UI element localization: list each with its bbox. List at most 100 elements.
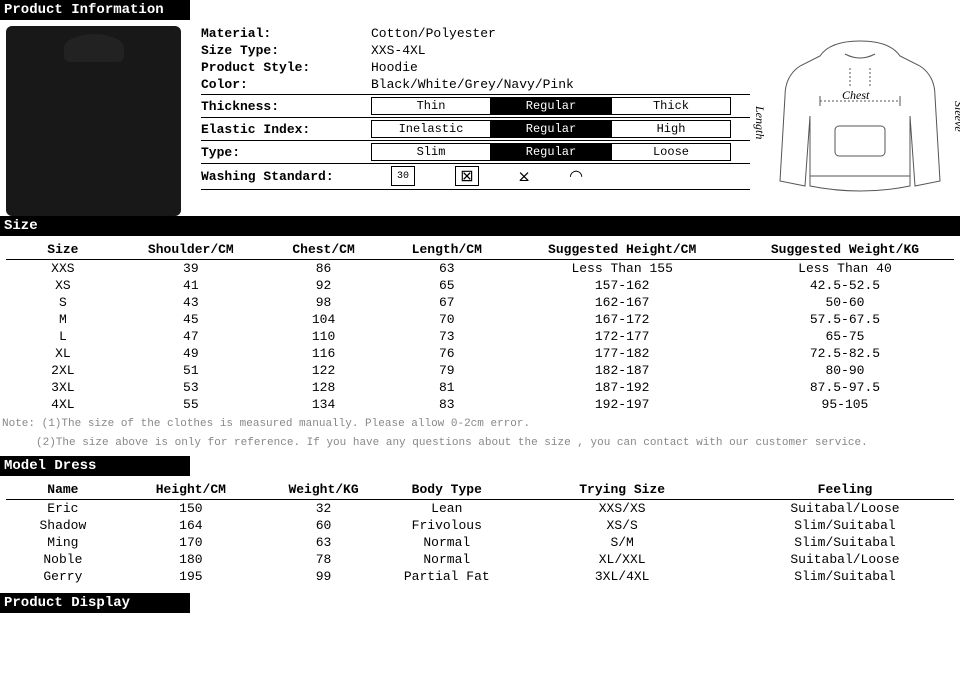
diagram-length-label: Length	[752, 106, 767, 139]
table-cell: Less Than 155	[508, 260, 736, 278]
table-header: Feeling	[736, 480, 954, 500]
table-cell: S/M	[508, 534, 736, 551]
table-cell: 150	[120, 499, 262, 517]
diagram-sleeve-label: Sleeve	[951, 101, 960, 132]
table-cell: 60	[262, 517, 385, 534]
table-header: Chest/CM	[262, 240, 385, 260]
type-label: Type:	[201, 145, 371, 160]
table-cell: 41	[120, 277, 262, 294]
elastic-opt-1: Regular	[491, 120, 611, 138]
table-cell: 65-75	[736, 328, 954, 345]
table-cell: 67	[385, 294, 508, 311]
table-header: Name	[6, 480, 120, 500]
table-cell: 99	[262, 568, 385, 585]
table-cell: 63	[262, 534, 385, 551]
section-header-display: Product Display	[0, 593, 190, 613]
note-1: Note: (1)The size of the clothes is meas…	[0, 413, 960, 436]
table-header: Trying Size	[508, 480, 736, 500]
table-cell: Shadow	[6, 517, 120, 534]
table-cell: 86	[262, 260, 385, 278]
table-cell: 134	[262, 396, 385, 413]
table-row: XS419265157-16242.5-52.5	[6, 277, 954, 294]
table-cell: 76	[385, 345, 508, 362]
size-table: SizeShoulder/CMChest/CMLength/CMSuggeste…	[6, 240, 954, 413]
elastic-label: Elastic Index:	[201, 122, 371, 137]
wash-icon-30: 30	[391, 166, 415, 186]
table-row: Shadow16460FrivolousXS/SSlim/Suitabal	[6, 517, 954, 534]
table-cell: 128	[262, 379, 385, 396]
table-cell: XS/S	[508, 517, 736, 534]
table-row: S439867162-16750-60	[6, 294, 954, 311]
table-cell: S	[6, 294, 120, 311]
table-cell: Normal	[385, 551, 508, 568]
table-row: Noble18078NormalXL/XXLSuitabal/Loose	[6, 551, 954, 568]
type-row: Type: Slim Regular Loose	[201, 140, 750, 163]
thickness-opt-1: Regular	[491, 97, 611, 115]
table-header: Weight/KG	[262, 480, 385, 500]
table-row: L4711073172-17765-75	[6, 328, 954, 345]
section-header-size: Size	[0, 216, 960, 236]
table-cell: 162-167	[508, 294, 736, 311]
model-table: NameHeight/CMWeight/KGBody TypeTrying Si…	[6, 480, 954, 585]
color-value: Black/White/Grey/Navy/Pink	[371, 77, 574, 92]
table-cell: 170	[120, 534, 262, 551]
table-row: 3XL5312881187-19287.5-97.5	[6, 379, 954, 396]
thickness-label: Thickness:	[201, 99, 371, 114]
table-cell: 51	[120, 362, 262, 379]
wash-icons: 30 ⊠ ⨲ ◠	[371, 166, 583, 187]
table-header: Length/CM	[385, 240, 508, 260]
type-opt-1: Regular	[491, 143, 611, 161]
diagram-chest-label: Chest	[842, 88, 869, 103]
table-row: XL4911676177-18272.5-82.5	[6, 345, 954, 362]
table-cell: XS	[6, 277, 120, 294]
thickness-opt-2: Thick	[611, 97, 731, 115]
table-cell: 116	[262, 345, 385, 362]
table-cell: Suitabal/Loose	[736, 499, 954, 517]
table-cell: 98	[262, 294, 385, 311]
sizetype-value: XXS-4XL	[371, 43, 426, 58]
elastic-scale: Inelastic Regular High	[371, 120, 731, 138]
table-cell: 92	[262, 277, 385, 294]
elastic-opt-2: High	[611, 120, 731, 138]
size-diagram: Chest Length Sleeve	[760, 26, 960, 216]
table-cell: 32	[262, 499, 385, 517]
thickness-row: Thickness: Thin Regular Thick	[201, 94, 750, 117]
table-cell: 110	[262, 328, 385, 345]
table-cell: 195	[120, 568, 262, 585]
table-cell: 47	[120, 328, 262, 345]
table-cell: Slim/Suitabal	[736, 568, 954, 585]
table-cell: 80-90	[736, 362, 954, 379]
table-cell: M	[6, 311, 120, 328]
thickness-opt-0: Thin	[371, 97, 491, 115]
table-cell: Eric	[6, 499, 120, 517]
type-opt-2: Loose	[611, 143, 731, 161]
wash-icon-noiron: ⨲	[519, 166, 529, 187]
table-cell: 79	[385, 362, 508, 379]
table-cell: XL	[6, 345, 120, 362]
table-cell: 2XL	[6, 362, 120, 379]
table-cell: 4XL	[6, 396, 120, 413]
table-header: Shoulder/CM	[120, 240, 262, 260]
table-row: Eric15032LeanXXS/XSSuitabal/Loose	[6, 499, 954, 517]
table-cell: 43	[120, 294, 262, 311]
table-header: Height/CM	[120, 480, 262, 500]
washing-row: Washing Standard: 30 ⊠ ⨲ ◠	[201, 163, 750, 190]
table-row: Gerry19599Partial Fat3XL/4XLSlim/Suitaba…	[6, 568, 954, 585]
table-row: M4510470167-17257.5-67.5	[6, 311, 954, 328]
material-value: Cotton/Polyester	[371, 26, 496, 41]
washing-label: Washing Standard:	[201, 169, 371, 184]
table-cell: 192-197	[508, 396, 736, 413]
table-cell: Partial Fat	[385, 568, 508, 585]
type-opt-0: Slim	[371, 143, 491, 161]
table-cell: Ming	[6, 534, 120, 551]
table-cell: 122	[262, 362, 385, 379]
table-cell: 45	[120, 311, 262, 328]
thickness-scale: Thin Regular Thick	[371, 97, 731, 115]
table-cell: 3XL/4XL	[508, 568, 736, 585]
table-cell: 157-162	[508, 277, 736, 294]
product-image	[6, 26, 181, 216]
table-cell: Suitabal/Loose	[736, 551, 954, 568]
product-info-row: Material:Cotton/Polyester Size Type:XXS-…	[0, 20, 960, 216]
color-label: Color:	[201, 77, 371, 92]
style-label: Product Style:	[201, 60, 371, 75]
